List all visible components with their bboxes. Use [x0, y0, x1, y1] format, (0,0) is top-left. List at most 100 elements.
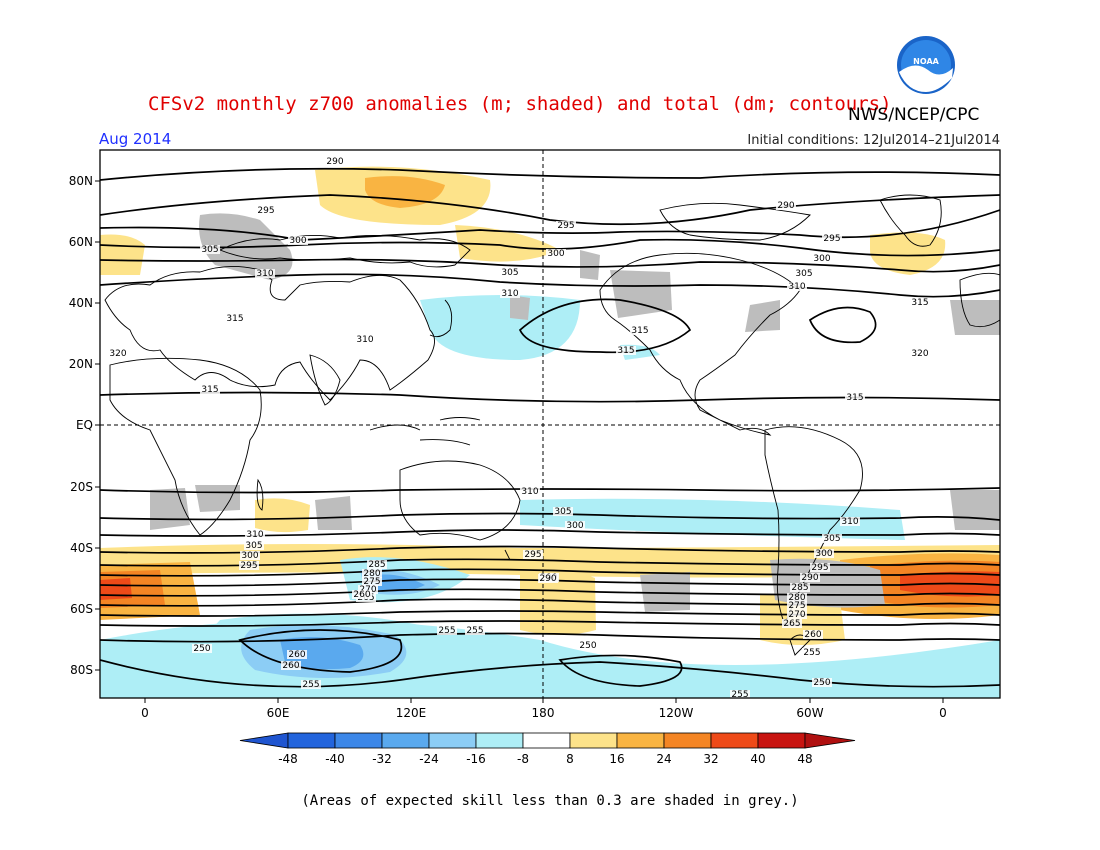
contour-label-bg — [776, 201, 796, 210]
contour-label: 290 — [326, 157, 343, 167]
contour-label-bg — [255, 269, 275, 278]
contour-label: 285 — [791, 583, 808, 593]
lat-label: 40S — [70, 541, 93, 555]
contour-label: 305 — [245, 541, 262, 551]
contour-label-bg — [787, 610, 807, 619]
contour-label-bg — [520, 487, 540, 496]
contour-label: 310 — [788, 282, 805, 292]
contour-label-bg — [362, 577, 382, 586]
contour-label: 295 — [524, 550, 541, 560]
colorbar-swatch — [663, 732, 712, 749]
contour-label: 295 — [257, 206, 274, 216]
contour-label-bg — [787, 601, 807, 610]
contour-label-bg — [200, 385, 220, 394]
lon-label: 60W — [796, 706, 823, 720]
contour-label-bg — [358, 585, 378, 594]
contour-label-bg — [538, 574, 558, 583]
colorbar-arrow-low — [239, 732, 289, 749]
contour-label-bg — [840, 517, 860, 526]
colorbar-arrow-high — [804, 732, 856, 749]
contour-label: 255 — [302, 680, 319, 690]
contour-label: 260 — [353, 590, 370, 600]
contour-label: 310 — [246, 530, 263, 540]
contour-label-bg — [565, 521, 585, 530]
contour-label: 250 — [813, 678, 830, 688]
contour-label: 320 — [109, 349, 126, 359]
contour-label: 300 — [566, 521, 583, 531]
contour-label: 255 — [438, 626, 455, 636]
contour-label-bg — [465, 626, 485, 635]
contour-label: 255 — [731, 690, 748, 700]
colorbar-label: 40 — [750, 752, 765, 766]
colorbar-label: 48 — [797, 752, 812, 766]
contour-label: 315 — [617, 346, 634, 356]
contour-labels: 2902953003053103153203103153152953003053… — [108, 157, 930, 700]
contour-label-bg — [803, 630, 823, 639]
contour-label-bg — [256, 206, 276, 215]
contour-label: 295 — [240, 561, 257, 571]
colorbar-swatch — [334, 732, 383, 749]
contour-label-bg — [108, 349, 128, 358]
colorbar-label: -8 — [517, 752, 529, 766]
contour-label: 280 — [788, 593, 805, 603]
contour-label-bg — [800, 573, 820, 582]
contour-label-bg — [288, 236, 308, 245]
contour-label-bg — [437, 626, 457, 635]
contour-label-bg — [325, 157, 345, 166]
agency-label: NWS/NCEP/CPC — [848, 105, 979, 125]
contour-label-bg — [546, 249, 566, 258]
contour-label: 305 — [823, 534, 840, 544]
contour-label-bg — [301, 680, 321, 689]
contour-label-bg — [355, 335, 375, 344]
contour-label: 280 — [363, 569, 380, 579]
contour-label-bg — [200, 245, 220, 254]
map-frame — [99, 149, 1001, 699]
contour-label-bg — [910, 349, 930, 358]
colorbar-swatch — [569, 732, 618, 749]
contour-label-bg — [802, 648, 822, 657]
contour-label-bg — [616, 346, 636, 355]
lat-label: 80S — [70, 663, 93, 677]
colorbar-swatch — [522, 732, 571, 749]
contour-label: 310 — [521, 487, 538, 497]
contour-label-bg — [810, 563, 830, 572]
colorbar-swatch — [710, 732, 759, 749]
colorbar-label: 8 — [566, 752, 574, 766]
lat-label: EQ — [76, 418, 93, 432]
contour-label-bg — [225, 314, 245, 323]
contour-label-bg — [578, 641, 598, 650]
contour-label-bg — [523, 550, 543, 559]
height-contours — [100, 167, 1000, 688]
contour-label: 275 — [363, 577, 380, 587]
colorbar-swatch — [616, 732, 665, 749]
contour-label: 305 — [201, 245, 218, 255]
colorbar-label: 16 — [609, 752, 624, 766]
contour-label-bg — [281, 661, 301, 670]
lon-label: 0 — [141, 706, 149, 720]
contour-label-bg — [245, 530, 265, 539]
colorbar-swatch — [287, 732, 336, 749]
colorbar-label: -16 — [466, 752, 486, 766]
contour-label-bg — [822, 534, 842, 543]
contour-label-bg — [630, 326, 650, 335]
contour-label-bg — [352, 590, 372, 599]
latitude-axis: 80N 60N 40N 20N EQ 20S 40S 60S 80S — [69, 174, 100, 677]
contour-label: 285 — [368, 560, 385, 570]
contour-label: 290 — [777, 201, 794, 211]
contour-label: 260 — [288, 650, 305, 660]
lon-label: 180 — [532, 706, 555, 720]
lon-label: 120E — [396, 706, 427, 720]
contour-label: 310 — [841, 517, 858, 527]
colorbar-label: 24 — [656, 752, 671, 766]
lon-label: 120W — [659, 706, 694, 720]
contour-label: 315 — [631, 326, 648, 336]
contour-label: 265 — [783, 619, 800, 629]
contour-label-bg — [845, 393, 865, 402]
contour-label: 290 — [801, 573, 818, 583]
skill-note: (Areas of expected skill less than 0.3 a… — [301, 793, 798, 809]
contour-label-bg — [790, 583, 810, 592]
contour-label: 300 — [547, 249, 564, 259]
colorbar-swatch — [757, 732, 806, 749]
contour-label: 320 — [911, 349, 928, 359]
